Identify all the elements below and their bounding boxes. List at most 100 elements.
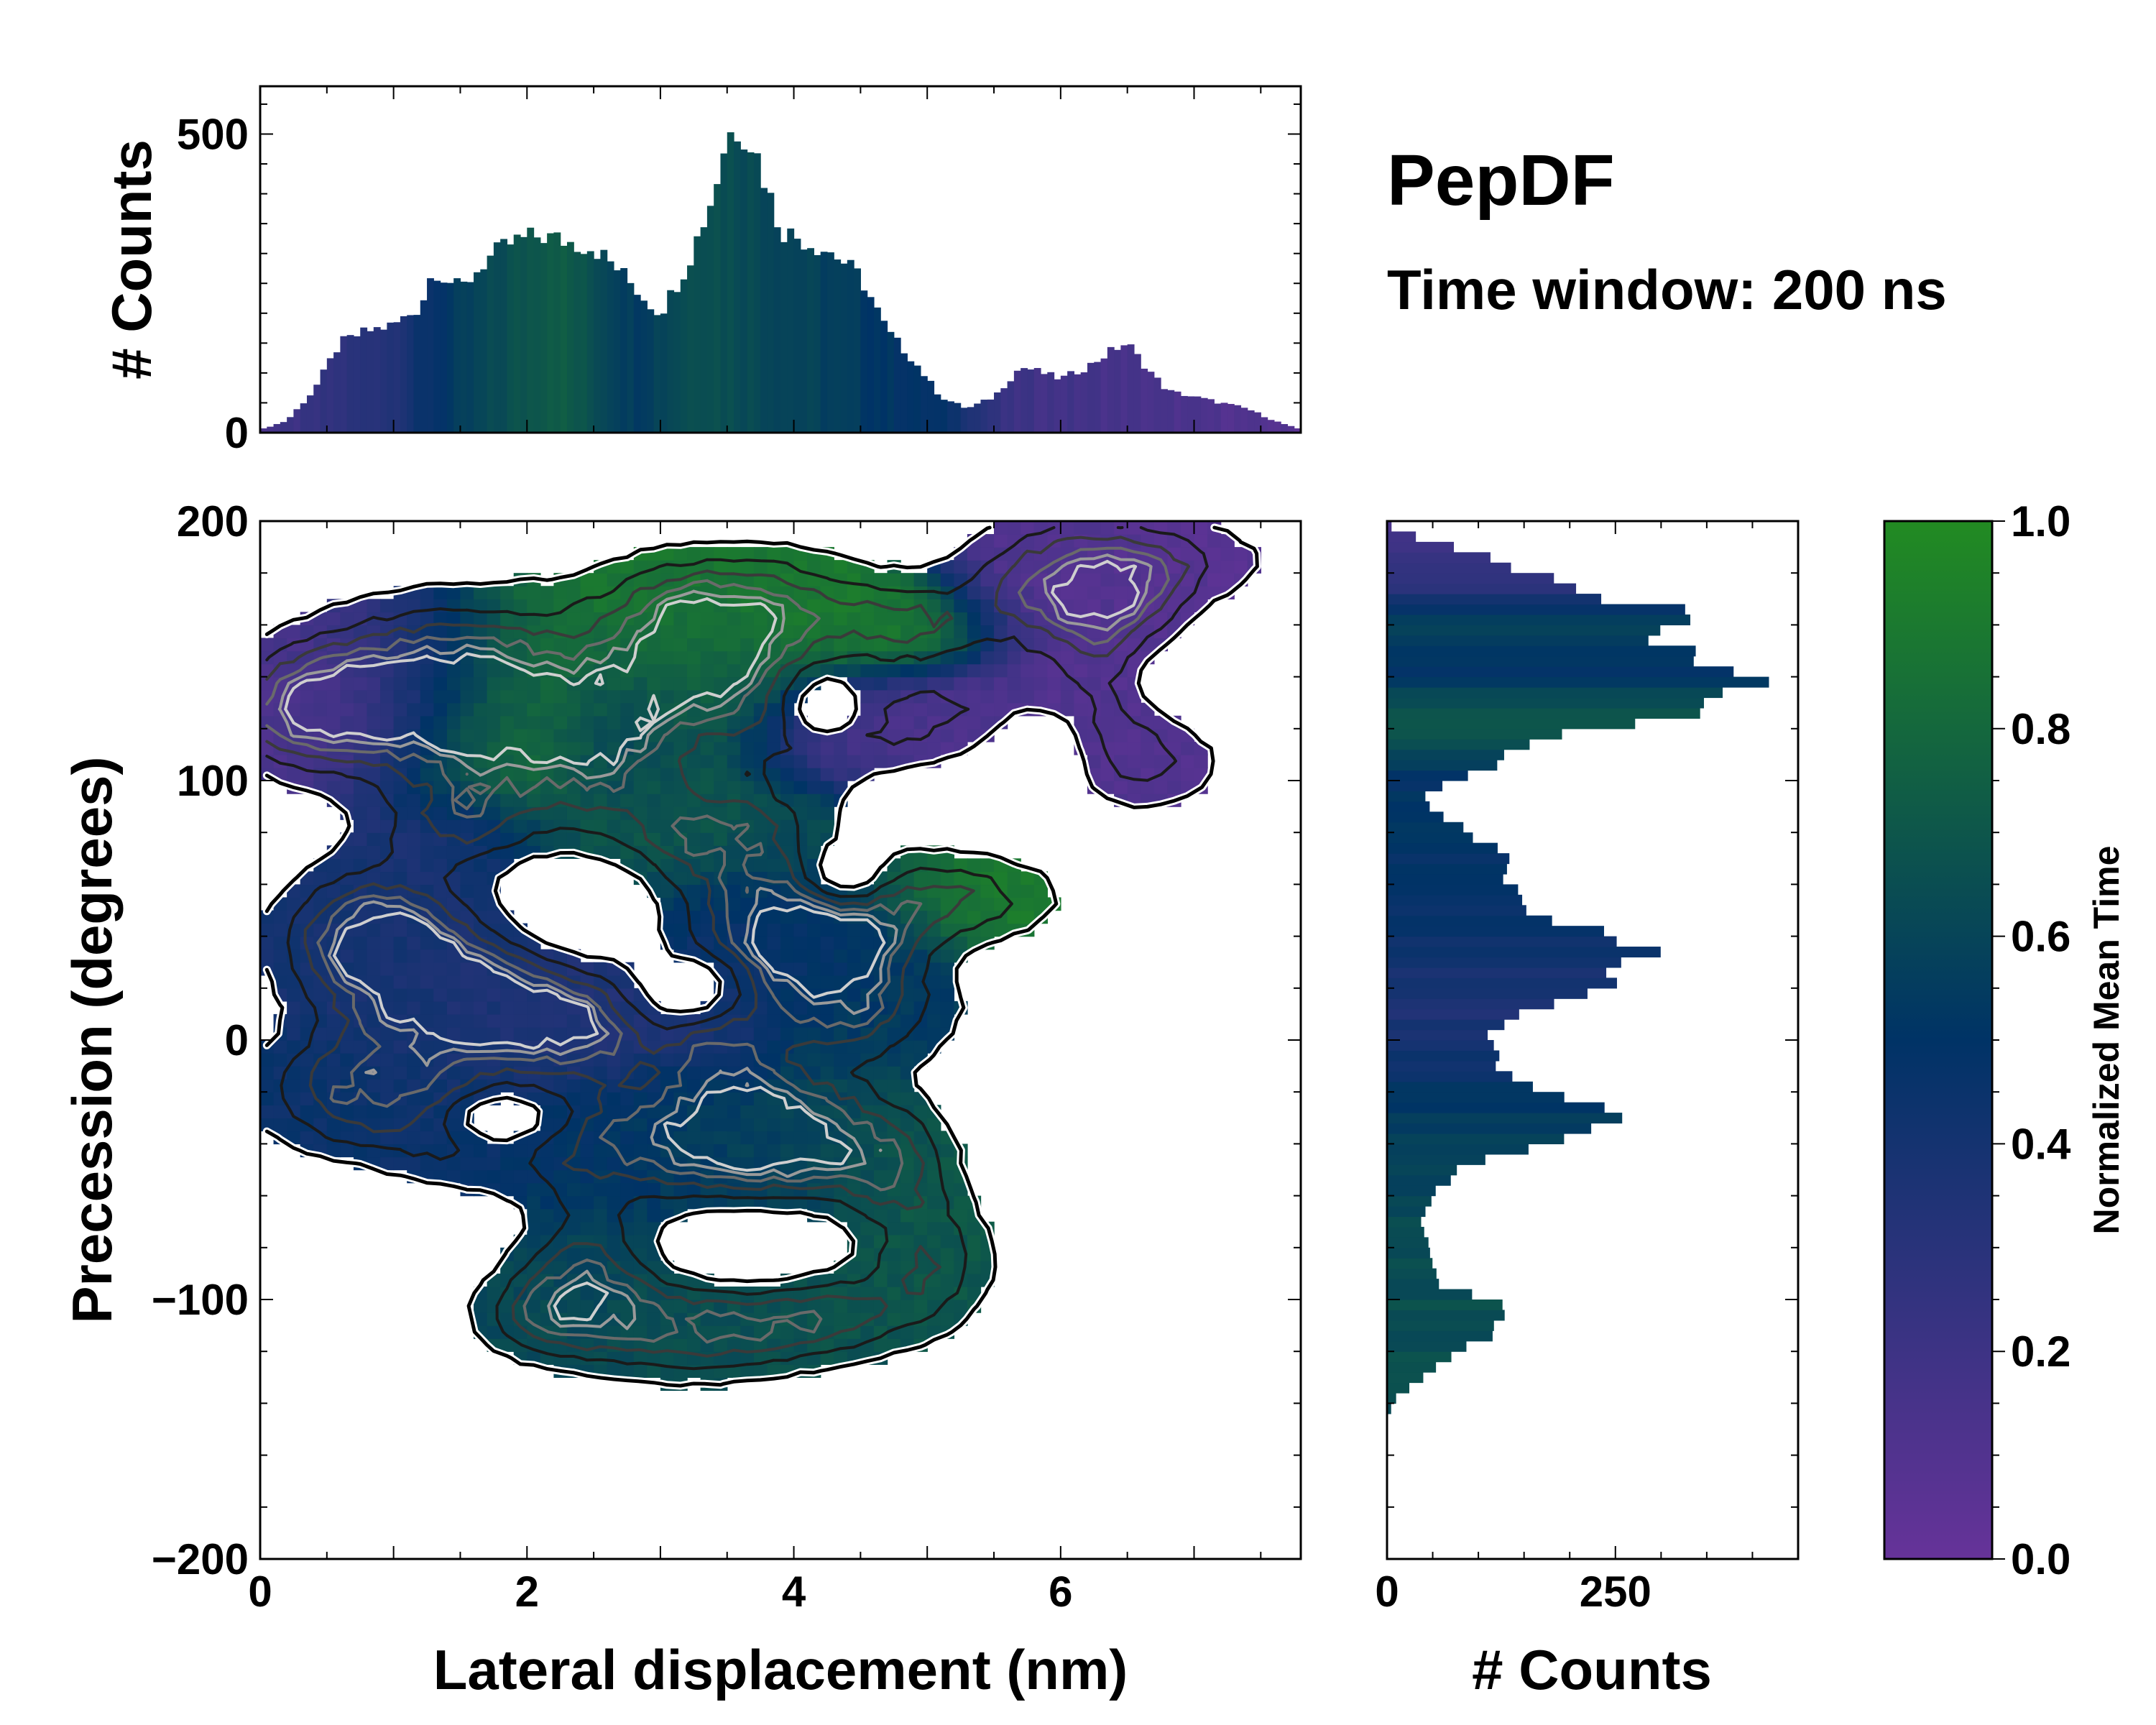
- main-map-cell: [260, 1066, 275, 1080]
- main-map-cell: [353, 962, 368, 976]
- main-map-cell: [566, 1351, 581, 1365]
- main-map-cell: [714, 910, 728, 924]
- top-histogram-bar: [834, 259, 842, 433]
- main-map-cell: [566, 1195, 581, 1210]
- main-map-cell: [900, 1182, 915, 1197]
- main-map-cell: [714, 638, 728, 652]
- main-map-cell: [446, 715, 461, 730]
- main-map-cell: [687, 547, 701, 561]
- main-map-cell: [566, 794, 581, 807]
- main-map-cell: [433, 1013, 448, 1028]
- main-map-cell: [566, 586, 581, 599]
- main-map-cell: [980, 689, 995, 704]
- main-map-cell: [474, 663, 488, 678]
- main-map-cell: [460, 1066, 474, 1080]
- main-map-cell: [793, 1000, 808, 1015]
- main-map-cell: [540, 1182, 555, 1197]
- main-map-cell: [540, 1118, 555, 1132]
- main-map-cell: [487, 781, 501, 794]
- main-map-cell: [660, 1013, 675, 1028]
- main-map-cell: [727, 741, 742, 755]
- main-map-cell: [660, 806, 675, 820]
- main-map-cell: [393, 871, 407, 886]
- main-map-cell: [887, 1026, 901, 1041]
- main-map-cell: [940, 1260, 955, 1274]
- top-histogram-bar: [893, 337, 901, 433]
- main-map-cell: [380, 819, 395, 833]
- main-map-cell: [847, 650, 862, 665]
- main-map-cell: [446, 702, 461, 717]
- top-histogram-bar: [787, 228, 795, 433]
- main-map-cell: [540, 1144, 555, 1158]
- main-map-cell: [714, 650, 728, 665]
- main-map-cell: [420, 936, 435, 950]
- top-histogram-bar: [867, 297, 875, 433]
- main-map-cell: [727, 1351, 742, 1365]
- main-map-cell: [647, 663, 661, 678]
- main-map-cell: [834, 612, 848, 626]
- top-histogram-bar: [1273, 421, 1281, 433]
- main-map-cell: [446, 871, 461, 886]
- main-map-cell: [687, 638, 701, 652]
- main-map-cell: [460, 612, 474, 626]
- main-map-cell: [1100, 702, 1115, 717]
- main-map-cell: [820, 962, 834, 976]
- main-map-cell: [714, 1092, 728, 1105]
- main-map-cell: [553, 806, 568, 820]
- main-map-cell: [927, 897, 941, 911]
- main-map-cell: [407, 845, 421, 859]
- main-map-cell: [527, 1144, 541, 1158]
- main-map-cell: [500, 689, 515, 704]
- main-map-cell: [273, 1053, 287, 1067]
- main-map-cell: [513, 702, 528, 717]
- main-map-cell: [994, 702, 1008, 717]
- main-map-cell: [420, 975, 435, 989]
- main-map-cell: [566, 1182, 581, 1197]
- top-histogram-bar: [706, 206, 714, 433]
- main-map-cell: [500, 1260, 515, 1274]
- top-histogram-bar: [1067, 371, 1075, 433]
- main-map-cell: [326, 1026, 341, 1041]
- main-map-cell: [673, 625, 688, 639]
- top-histogram-bar: [1141, 368, 1148, 433]
- right-histogram-bar: [1387, 739, 1530, 750]
- main-map-cell: [326, 1013, 341, 1028]
- top-histogram-bar: [1207, 399, 1215, 433]
- main-map-cell: [1087, 650, 1102, 665]
- main-map-cell: [767, 767, 781, 781]
- main-map-cell: [887, 612, 901, 626]
- main-map-cell: [353, 1131, 368, 1145]
- main-map-cell: [900, 663, 915, 678]
- main-map-cell: [260, 949, 275, 963]
- main-map-cell: [393, 676, 407, 691]
- right-histogram-bar: [1387, 1019, 1505, 1031]
- main-map-cell: [407, 832, 421, 846]
- main-map-cell: [607, 1234, 621, 1248]
- main-map-cell: [527, 819, 541, 833]
- main-map-cell: [380, 936, 395, 950]
- main-map-cell: [714, 1131, 728, 1145]
- main-map-cell: [994, 521, 1008, 535]
- main-map-cell: [1033, 884, 1048, 898]
- main-map-cell: [553, 832, 568, 846]
- main-map-cell: [380, 599, 395, 613]
- main-map-cell: [580, 832, 594, 846]
- top-histogram-bar: [607, 261, 614, 433]
- main-map-cell: [927, 1000, 941, 1015]
- main-map-cell: [927, 663, 941, 678]
- main-map-cell: [420, 962, 435, 976]
- main-map-cell: [1007, 884, 1021, 898]
- main-map-cell: [594, 1351, 608, 1365]
- colorbar-tick-label: 0.2: [2011, 1328, 2070, 1376]
- main-map-cell: [474, 819, 488, 833]
- main-map-cell: [900, 1013, 915, 1028]
- main-map-cell: [300, 689, 314, 704]
- main-map-cell: [913, 676, 928, 691]
- main-map-cell: [633, 689, 648, 704]
- main-map-cell: [767, 910, 781, 924]
- main-map-cell: [860, 1066, 875, 1080]
- main-map-cell: [326, 1053, 341, 1067]
- main-map-cell: [367, 794, 381, 807]
- main-map-cell: [753, 1144, 768, 1158]
- main-map-cell: [273, 1040, 287, 1054]
